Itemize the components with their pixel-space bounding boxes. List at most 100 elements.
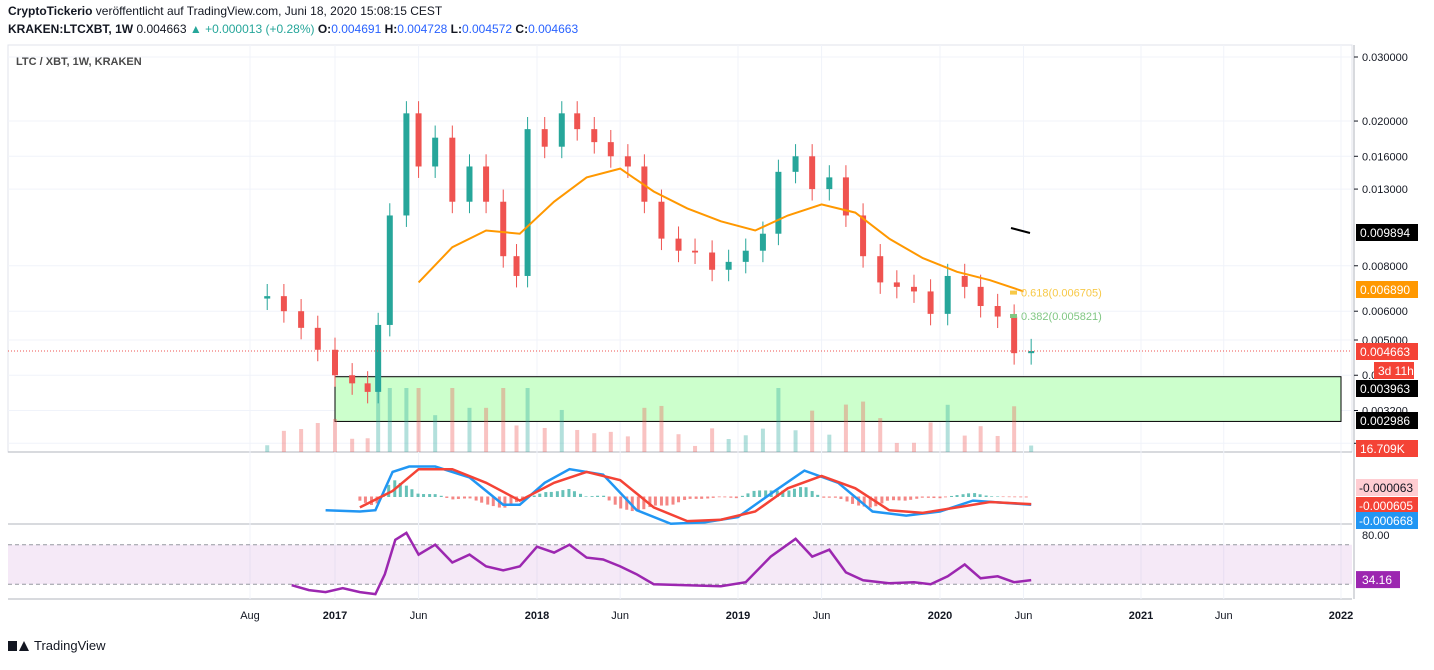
symbol-label[interactable]: KRAKEN:LTCXBT, 1W bbox=[8, 22, 134, 36]
candle-body bbox=[910, 286, 917, 292]
candle-body bbox=[961, 275, 968, 287]
candle-body bbox=[709, 252, 716, 270]
fib-level-label: 0.618(0.006705) bbox=[1021, 288, 1102, 300]
volume-bar bbox=[659, 405, 664, 452]
candle-body bbox=[558, 113, 565, 147]
time-axis-label: Jun bbox=[813, 610, 831, 622]
candle-body bbox=[449, 137, 456, 202]
fib-level-marker bbox=[1010, 314, 1017, 319]
candle-body bbox=[349, 375, 356, 384]
volume-bar bbox=[743, 435, 748, 452]
macd-histogram-bar bbox=[851, 496, 855, 504]
price-axis-badge-label: 3d 11h bbox=[1378, 364, 1414, 378]
volume-bar bbox=[676, 434, 681, 452]
low-label: L: bbox=[450, 22, 462, 36]
macd-histogram-bar bbox=[456, 496, 460, 499]
macd-histogram-bar bbox=[897, 496, 901, 501]
macd-histogram-bar bbox=[677, 496, 681, 503]
macd-histogram-bar bbox=[827, 496, 831, 498]
price-axis-badge bbox=[1356, 343, 1418, 360]
volume-bar bbox=[592, 433, 597, 452]
price-axis-badge-label: 0.004663 bbox=[1360, 345, 1410, 359]
macd-histogram-bar bbox=[880, 496, 884, 504]
close-label: C: bbox=[515, 22, 529, 36]
macd-histogram-bar bbox=[839, 496, 843, 499]
volume-bar bbox=[726, 438, 731, 452]
volume-bar bbox=[776, 388, 781, 452]
volume-bar bbox=[878, 418, 883, 452]
macd-histogram-bar bbox=[967, 493, 971, 497]
price-axis-badge-label: 0.009894 bbox=[1360, 226, 1410, 240]
low-value: 0.004572 bbox=[462, 22, 513, 36]
candle-body bbox=[860, 215, 867, 257]
candle-body bbox=[624, 156, 631, 167]
macd-histogram-bar bbox=[584, 496, 588, 497]
volume-bar bbox=[575, 429, 580, 452]
macd-histogram-bar bbox=[538, 493, 542, 497]
price-axis-badge-label: 0.003963 bbox=[1360, 382, 1410, 396]
volume-bar bbox=[962, 435, 967, 452]
candle-body bbox=[842, 177, 849, 216]
macd-histogram-bar bbox=[717, 496, 721, 498]
candle-body bbox=[466, 166, 473, 202]
macd-histogram-bar bbox=[433, 494, 437, 497]
volume-bar bbox=[861, 401, 866, 452]
macd-histogram-bar bbox=[1007, 496, 1011, 498]
macd-histogram-bar bbox=[973, 493, 977, 497]
price-axis-badge-label: 0.006890 bbox=[1360, 283, 1410, 297]
macd-histogram-bar bbox=[978, 494, 982, 497]
price-axis-badge-label: 0.002986 bbox=[1360, 414, 1410, 428]
candle-body bbox=[264, 296, 271, 299]
macd-histogram-bar bbox=[688, 496, 692, 499]
volume-bar bbox=[625, 436, 630, 452]
macd-histogram-bar bbox=[915, 496, 919, 499]
time-axis-label: Aug bbox=[240, 610, 260, 622]
macd-histogram-bar bbox=[410, 489, 414, 497]
tradingview-footer[interactable]: TradingView bbox=[8, 638, 106, 653]
volume-bar bbox=[693, 445, 698, 452]
time-axis-label: 2018 bbox=[525, 610, 549, 622]
macd-histogram-bar bbox=[619, 496, 623, 509]
open-value: 0.004691 bbox=[331, 22, 382, 36]
volume-bar bbox=[608, 431, 613, 452]
macd-axis-label: -0.000668 bbox=[1359, 514, 1413, 528]
macd-histogram-bar bbox=[706, 496, 710, 499]
macd-histogram-bar bbox=[775, 490, 779, 497]
volume-bar bbox=[793, 430, 798, 452]
macd-axis-label: -0.000063 bbox=[1359, 481, 1413, 495]
candle-body bbox=[332, 349, 338, 376]
candle-body bbox=[675, 238, 682, 251]
volume-bar bbox=[995, 435, 1000, 452]
volume-bar bbox=[710, 428, 715, 452]
macd-histogram-bar bbox=[590, 496, 594, 497]
macd-histogram-bar bbox=[752, 490, 756, 497]
macd-histogram-bar bbox=[787, 490, 791, 497]
candle-body bbox=[607, 142, 614, 157]
macd-histogram-bar bbox=[503, 496, 507, 508]
candle-body bbox=[375, 324, 382, 392]
macd-histogram-bar bbox=[694, 496, 698, 499]
volume-bar bbox=[945, 404, 950, 452]
macd-histogram-bar bbox=[943, 496, 947, 498]
macd-histogram-bar bbox=[596, 495, 600, 497]
candle-body bbox=[877, 256, 884, 283]
candle-body bbox=[403, 113, 410, 216]
publisher-name[interactable]: CryptoTickerio bbox=[8, 4, 93, 18]
macd-histogram-bar bbox=[885, 496, 889, 501]
macd-histogram-bar bbox=[926, 496, 930, 498]
time-axis-label: 2020 bbox=[928, 610, 952, 622]
macd-histogram-bar bbox=[567, 488, 571, 497]
last-price: 0.004663 bbox=[136, 22, 187, 36]
macd-histogram-bar bbox=[363, 496, 367, 503]
macd-histogram-bar bbox=[845, 496, 849, 502]
candle-body bbox=[725, 261, 732, 270]
macd-histogram-bar bbox=[729, 496, 733, 498]
candle-body bbox=[759, 233, 766, 251]
macd-histogram-bar bbox=[579, 493, 583, 497]
macd-histogram-bar bbox=[723, 496, 727, 498]
rsi-value-label: 34.16 bbox=[1362, 573, 1392, 587]
rsi-line bbox=[291, 531, 1032, 596]
macd-histogram-bar bbox=[792, 488, 796, 497]
